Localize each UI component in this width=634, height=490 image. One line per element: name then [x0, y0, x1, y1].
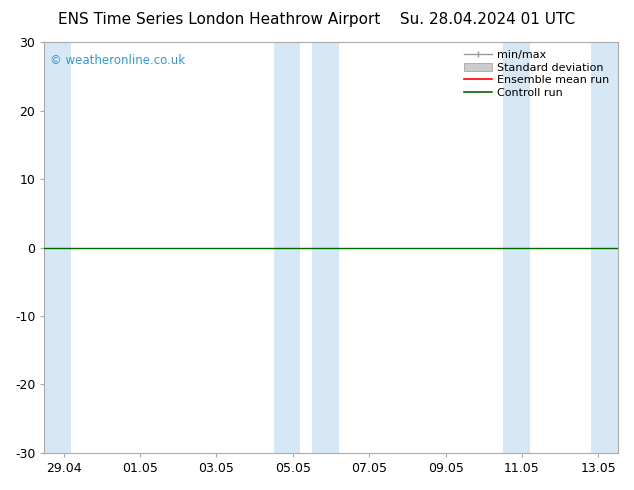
Bar — [312, 42, 339, 453]
Bar — [274, 42, 301, 453]
Bar — [503, 42, 529, 453]
Bar — [44, 42, 71, 453]
Text: ENS Time Series London Heathrow Airport    Su. 28.04.2024 01 UTC: ENS Time Series London Heathrow Airport … — [58, 12, 576, 27]
Legend: min/max, Standard deviation, Ensemble mean run, Controll run: min/max, Standard deviation, Ensemble me… — [460, 46, 614, 102]
Text: © weatheronline.co.uk: © weatheronline.co.uk — [50, 54, 185, 68]
Bar — [591, 42, 618, 453]
